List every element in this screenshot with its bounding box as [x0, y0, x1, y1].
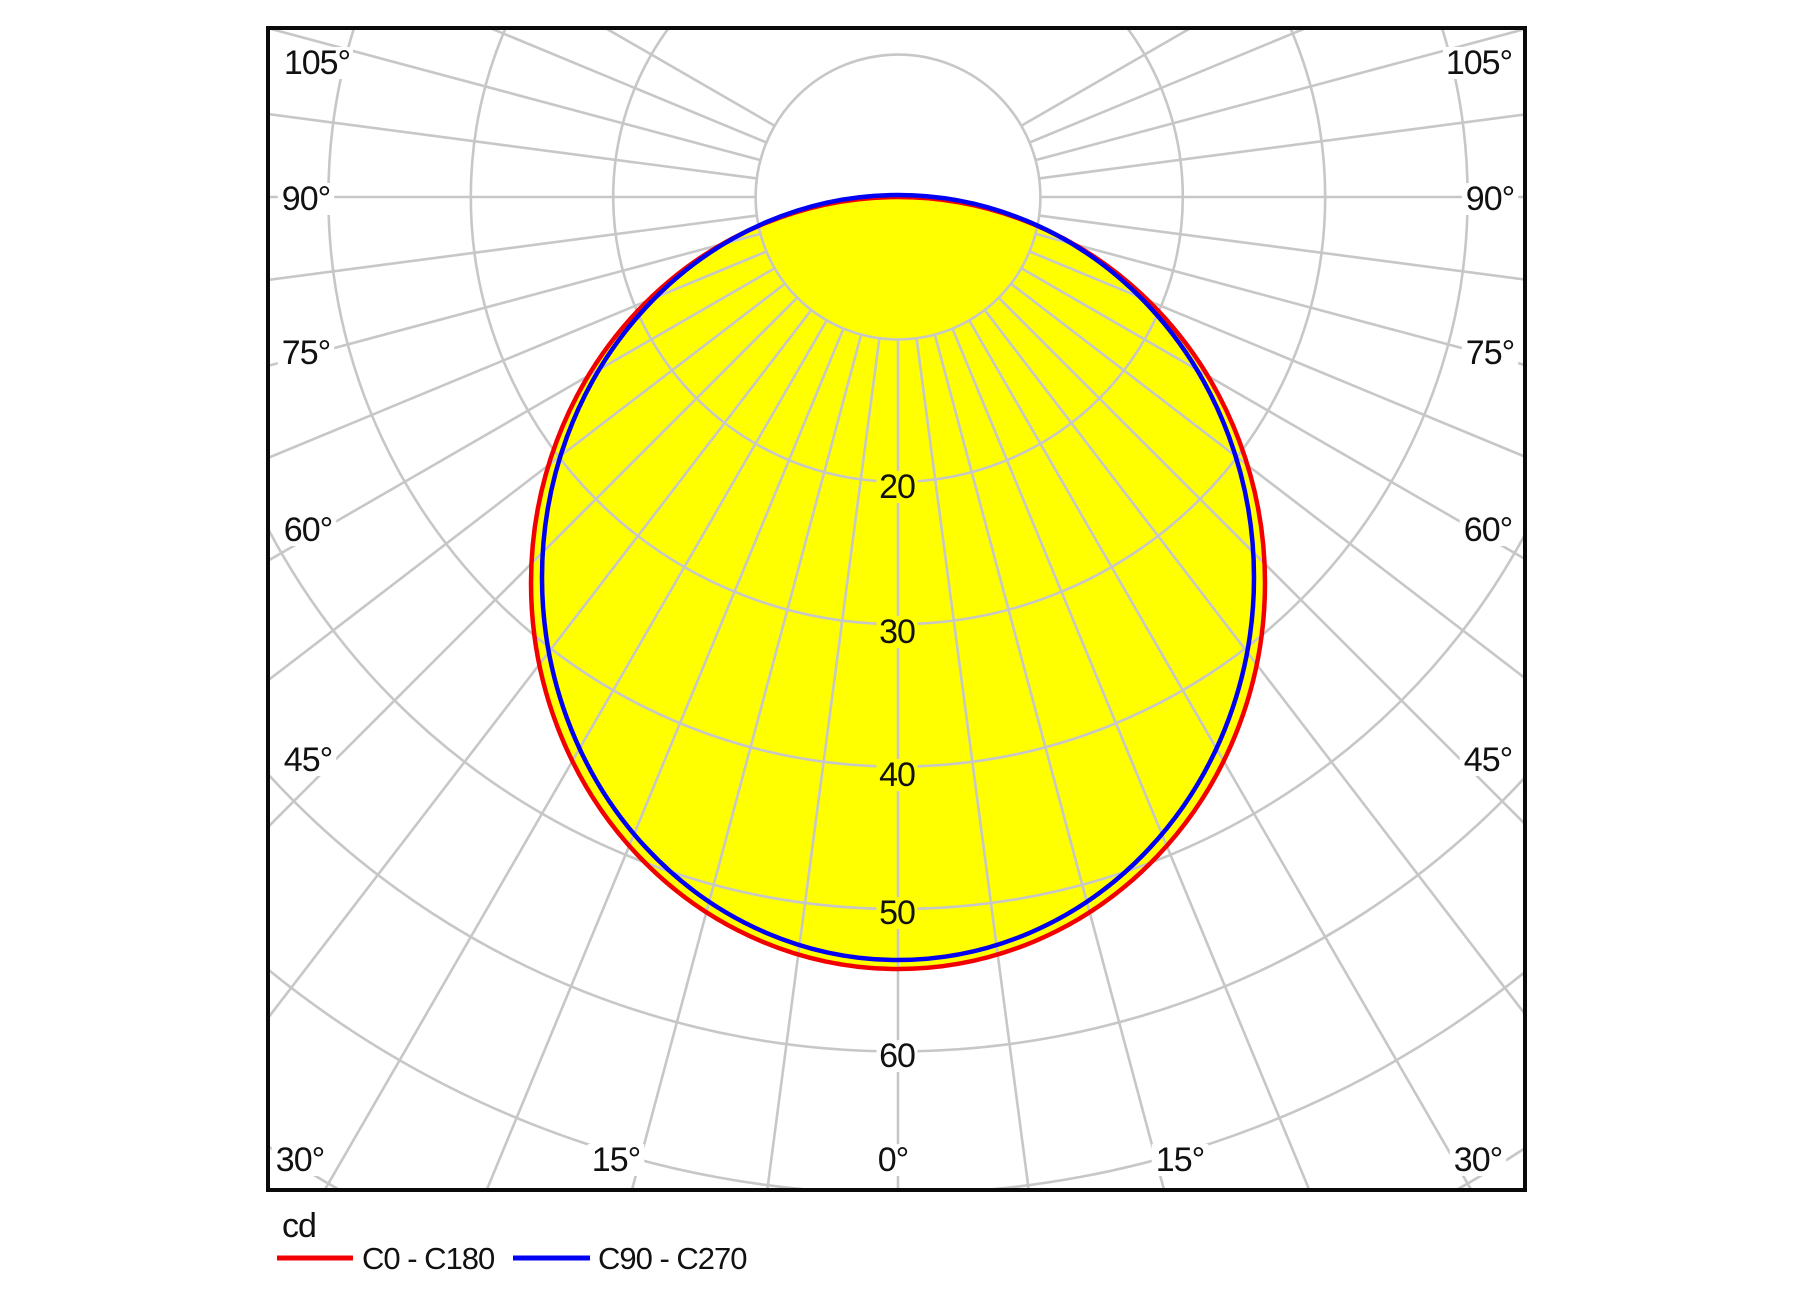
gamma-tick-label: 105°	[1446, 44, 1512, 82]
legend-label-c0-c180: C0 - C180	[362, 1241, 495, 1276]
legend-entry-c0-c180: C0 - C180	[277, 1241, 496, 1276]
gamma-gridline--52.5	[268, 282, 786, 683]
gamma-tick-label: 15°	[1156, 1141, 1204, 1179]
ring-tick-label: 40	[879, 756, 915, 794]
gamma-tick-label: 90°	[1466, 180, 1514, 218]
gamma-tick-label: 45°	[1464, 741, 1512, 779]
gamma-gridline-112.5	[1029, 28, 1310, 144]
legend: cd C0 - C180 C90 - C270	[277, 1207, 748, 1276]
gamma-tick-label: 30°	[1454, 1141, 1502, 1179]
gamma-gridline--22.5	[485, 328, 845, 1190]
gamma-gridline-7.5	[915, 338, 1031, 1190]
legend-unit-label: cd	[282, 1207, 316, 1245]
gamma-tick-label: 45°	[284, 741, 332, 779]
ring-tick-label: 20	[879, 468, 915, 506]
legend-label-c90-c270: C90 - C270	[598, 1241, 747, 1276]
gamma-gridline--112.5	[486, 28, 767, 144]
gamma-tick-label-bg	[1459, 744, 1517, 776]
gamma-tick-label-bg	[587, 1144, 645, 1176]
gamma-gridline-15	[933, 334, 1166, 1190]
gamma-gridline--105	[268, 28, 761, 162]
gamma-gridline--60	[268, 267, 776, 563]
gamma-gridline-105	[1035, 28, 1525, 162]
gamma-gridline-52.5	[1010, 282, 1525, 680]
gamma-tick-label-bg	[277, 183, 335, 215]
gamma-gridline--82.5	[268, 214, 757, 282]
ring-tick-label-bg	[876, 897, 918, 929]
gamma-gridline--15	[630, 334, 863, 1190]
ring-tick-label-bg	[876, 471, 918, 503]
gamma-tick-label-bg	[1151, 1144, 1209, 1176]
gamma-tick-label: 90°	[282, 180, 330, 218]
plot-frame	[266, 26, 1527, 1192]
gamma-tick-label: 0°	[878, 1141, 909, 1179]
legend-entry-c90-c270: C90 - C270	[513, 1241, 748, 1276]
gamma-tick-label-bg	[1443, 47, 1515, 79]
gamma-tick-label-bg	[1459, 514, 1517, 546]
gamma-tick-label-bg	[279, 744, 337, 776]
gamma-tick-label: 75°	[1466, 334, 1514, 372]
ring-tick-label: 30	[879, 613, 915, 651]
gamma-gridline-82.5	[1039, 214, 1525, 281]
gamma-gridline--30	[323, 319, 828, 1190]
ring-tick-label-bg	[876, 759, 918, 791]
ring-tick-label-bg	[876, 616, 918, 648]
gamma-gridline--45	[268, 296, 799, 829]
gamma-gridline-45	[997, 296, 1525, 826]
gamma-tick-label-bg	[872, 1144, 914, 1176]
gamma-gridline--37.5	[268, 309, 813, 1021]
gamma-gridline-22.5	[951, 328, 1311, 1190]
gamma-tick-label: 75°	[282, 334, 330, 372]
gamma-tick-label-bg	[1461, 183, 1519, 215]
gamma-gridline--67.5	[268, 250, 767, 460]
ring-tick-label: 50	[879, 894, 915, 932]
gamma-gridline-37.5	[983, 309, 1525, 1017]
gamma-tick-label: 60°	[1464, 511, 1512, 549]
gamma-gridline--97.5	[268, 112, 757, 180]
gamma-gridline-60	[1020, 267, 1525, 561]
gamma-gridline-75	[1035, 232, 1525, 367]
gamma-tick-label-bg	[1461, 337, 1519, 369]
gamma-gridline--75	[268, 232, 761, 368]
gamma-gridline--7.5	[765, 338, 881, 1190]
gamma-tick-label: 15°	[592, 1141, 640, 1179]
gamma-tick-label-bg	[279, 514, 337, 546]
gamma-tick-label: 30°	[276, 1141, 324, 1179]
gamma-gridline-67.5	[1029, 250, 1525, 459]
ring-tick-label: 60	[879, 1037, 915, 1075]
gamma-tick-label: 60°	[284, 511, 332, 549]
curves-layer	[528, 192, 1268, 972]
gamma-tick-label-bg	[277, 337, 335, 369]
tick-label-layer: 20 30 40 50 60 105° 90° 75° 60° 45° 105° 90° 75° 60° 4…	[271, 44, 1519, 1179]
gamma-gridline-97.5	[1039, 113, 1525, 180]
gamma-tick-label: 105°	[284, 44, 350, 82]
ring-tick-label-bg	[876, 1040, 918, 1072]
gamma-gridline-30	[968, 319, 1473, 1190]
curve-c90-c270	[539, 192, 1257, 963]
gamma-tick-label-bg	[271, 1144, 329, 1176]
gamma-tick-label-bg	[1449, 1144, 1507, 1176]
gamma-tick-label-bg	[281, 47, 353, 79]
